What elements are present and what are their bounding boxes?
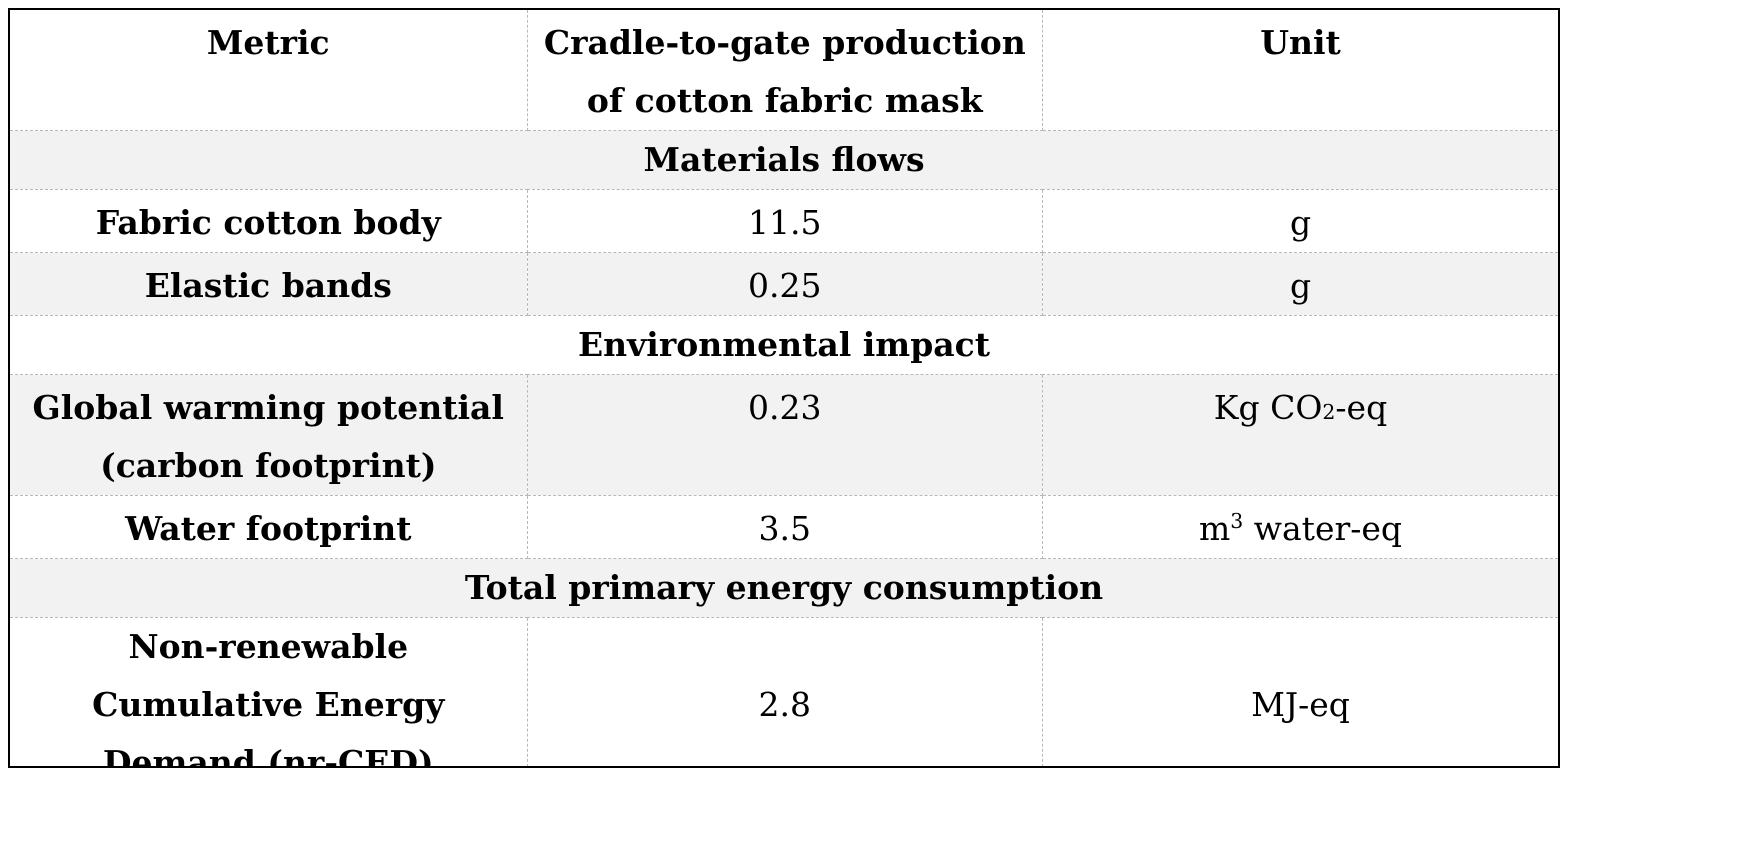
unit-water-prefix: m (1198, 509, 1231, 548)
metric-water-footprint: Water footprint (10, 495, 528, 559)
table-row-elastic-bands: Elastic bands 0.25 g (10, 252, 1558, 316)
metric-nr-ced: Non-renewable Cumulative Energy Demand (… (10, 617, 528, 766)
metric-fabric-cotton-body: Fabric cotton body (10, 189, 528, 253)
section-row-energy: Total primary energy consumption (10, 558, 1558, 618)
value-water-footprint: 3.5 (526, 495, 1044, 559)
unit-fabric-cotton-body: g (1042, 189, 1558, 253)
section-environmental-impact: Environmental impact (10, 315, 1558, 375)
value-fabric-cotton-body: 11.5 (526, 189, 1044, 253)
table-row-water-footprint: Water footprint 3.5 m3 water-eq (10, 495, 1558, 559)
value-global-warming-potential: 0.23 (526, 374, 1044, 496)
value-elastic-bands: 0.25 (526, 252, 1044, 316)
unit-global-warming-potential: Kg CO2-eq (1042, 374, 1558, 496)
impact-table-frame: Metric Cradle-to-gate production of cott… (8, 8, 1560, 768)
section-materials-flows: Materials flows (10, 130, 1558, 190)
metric-elastic-bands: Elastic bands (10, 252, 528, 316)
unit-elastic-bands: g (1042, 252, 1558, 316)
unit-gwp-suffix: -eq (1335, 388, 1388, 427)
table-row-nr-ced: Non-renewable Cumulative Energy Demand (… (10, 617, 1558, 766)
unit-water-superscript: 3 (1230, 509, 1244, 533)
header-unit: Unit (1042, 10, 1558, 131)
unit-gwp-subscript: 2 (1322, 400, 1336, 424)
impact-table: Metric Cradle-to-gate production of cott… (10, 10, 1558, 766)
section-total-primary-energy: Total primary energy consumption (10, 558, 1558, 618)
unit-water-footprint: m3 water-eq (1042, 495, 1558, 559)
header-row: Metric Cradle-to-gate production of cott… (10, 10, 1558, 131)
table-row-fabric-cotton-body: Fabric cotton body 11.5 g (10, 189, 1558, 253)
unit-nr-ced: MJ-eq (1042, 617, 1558, 766)
table-row-global-warming-potential: Global warming potential (carbon footpri… (10, 374, 1558, 496)
section-row-materials: Materials flows (10, 130, 1558, 190)
header-metric: Metric (10, 10, 528, 131)
unit-gwp-prefix: Kg CO (1213, 388, 1323, 427)
value-nr-ced: 2.8 (526, 617, 1044, 766)
metric-global-warming-potential: Global warming potential (carbon footpri… (10, 374, 528, 496)
unit-water-suffix: water-eq (1243, 509, 1403, 548)
header-production: Cradle-to-gate production of cotton fabr… (526, 10, 1044, 131)
section-row-environmental: Environmental impact (10, 315, 1558, 375)
